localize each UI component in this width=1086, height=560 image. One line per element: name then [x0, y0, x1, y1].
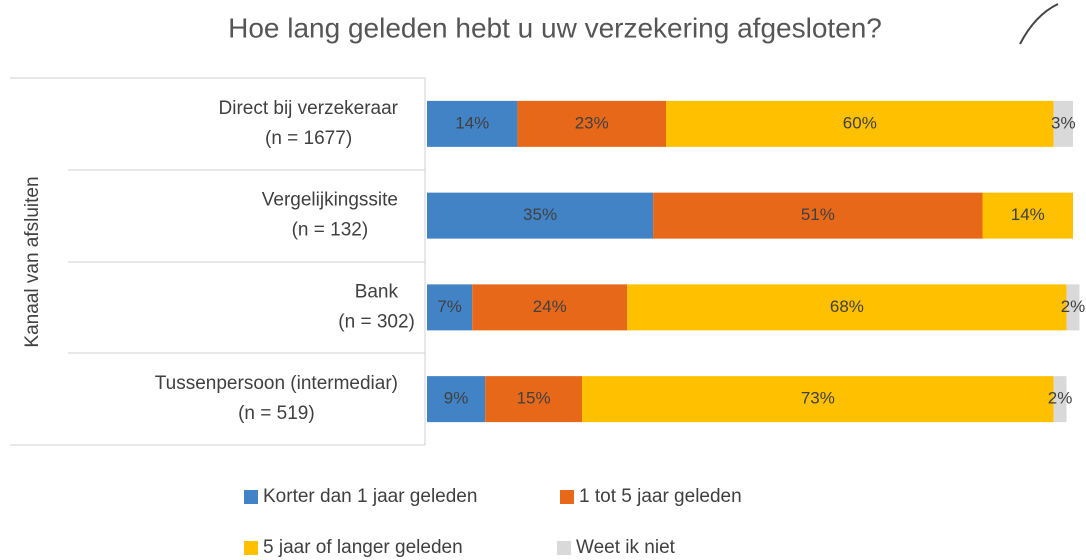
legend-label: Weet ik niet — [576, 537, 676, 558]
bar-segment — [472, 284, 628, 331]
category-frame — [10, 77, 426, 446]
value-label: 3% — [1051, 113, 1076, 132]
legend-label: Korter dan 1 jaar geleden — [263, 486, 477, 507]
y-axis-title: Kanaal van afsluiten — [22, 176, 43, 347]
value-label: 60% — [843, 113, 877, 132]
value-label: 68% — [830, 297, 864, 316]
bar-segment — [427, 192, 654, 239]
bar-segment — [485, 376, 583, 423]
legend-swatch — [557, 541, 571, 555]
bar-segment — [427, 100, 518, 147]
bar-segment — [982, 192, 1073, 239]
bar-segment — [1053, 100, 1073, 147]
category-label: (n = 519) — [238, 403, 315, 424]
value-label: 51% — [801, 205, 835, 224]
bar-segment — [427, 284, 473, 331]
category-label: (n = 132) — [292, 220, 369, 241]
chart-title: Hoe lang geleden hebt u uw verzekering a… — [228, 12, 882, 43]
category-label: (n = 1677) — [265, 128, 352, 149]
bar-segment — [1053, 376, 1067, 423]
value-label: 24% — [533, 297, 567, 316]
legend-swatch — [244, 490, 258, 504]
value-label: 7% — [437, 297, 462, 316]
value-label: 2% — [1048, 389, 1073, 408]
value-label: 2% — [1061, 297, 1086, 316]
bar-segment — [517, 100, 667, 147]
category-label: (n = 302) — [338, 311, 415, 332]
bar-segment — [653, 192, 983, 239]
decoration — [1019, 3, 1059, 45]
legend-label: 5 jaar of langer geleden — [263, 537, 463, 558]
category-label: Vergelijkingssite — [262, 190, 398, 211]
legend-swatch — [560, 490, 574, 504]
value-label: 9% — [444, 389, 469, 408]
bar-segment — [1066, 284, 1080, 331]
legend-swatch — [244, 541, 258, 555]
category-label: Tussenpersoon (intermediar) — [155, 373, 398, 394]
value-label: 23% — [575, 113, 609, 132]
value-label: 15% — [517, 389, 551, 408]
bar-segment — [427, 376, 486, 423]
legend-label: 1 tot 5 jaar geleden — [579, 486, 742, 507]
category-label: Bank — [355, 281, 399, 302]
bar-segment — [627, 284, 1067, 331]
value-label: 14% — [1011, 205, 1045, 224]
bar-segment — [666, 100, 1054, 147]
bar-segment — [582, 376, 1054, 423]
category-label: Direct bij verzekeraar — [219, 98, 399, 119]
value-label: 35% — [523, 205, 557, 224]
value-label: 73% — [801, 389, 835, 408]
value-label: 14% — [455, 113, 489, 132]
